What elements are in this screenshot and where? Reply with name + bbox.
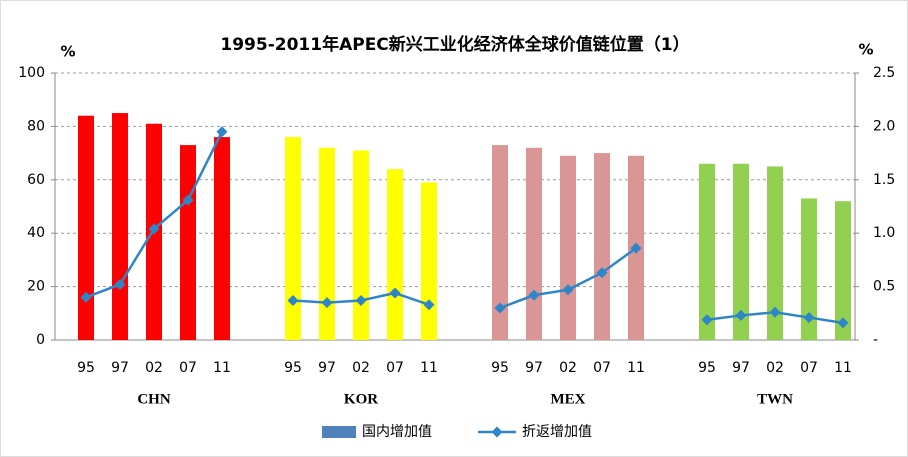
group-label: CHN bbox=[137, 391, 171, 407]
line-marker bbox=[80, 291, 92, 303]
y2-tick-label: 1.5 bbox=[873, 172, 895, 188]
bar bbox=[835, 201, 851, 340]
x-tick-label: 02 bbox=[559, 360, 577, 376]
group-label: TWN bbox=[757, 391, 793, 407]
chart-title: 1995-2011年APEC新兴工业化经济体全球价值链位置（1） bbox=[220, 34, 689, 55]
bar bbox=[699, 163, 715, 340]
bar bbox=[767, 166, 783, 340]
legend-swatch bbox=[491, 426, 503, 438]
y2-tick-label: 2.5 bbox=[873, 65, 895, 81]
bar bbox=[801, 198, 817, 340]
x-tick-label: 07 bbox=[179, 360, 197, 376]
line-marker bbox=[423, 299, 435, 311]
group-label: MEX bbox=[551, 391, 586, 407]
y-tick-label: 40 bbox=[27, 225, 45, 241]
y2-tick-label: 0.5 bbox=[873, 279, 895, 295]
x-tick-label: 07 bbox=[386, 360, 404, 376]
line-marker bbox=[562, 284, 574, 296]
line-marker bbox=[494, 302, 506, 314]
x-tick-label: 97 bbox=[318, 360, 336, 376]
line-marker bbox=[114, 278, 126, 290]
line-marker bbox=[148, 223, 160, 235]
bar bbox=[214, 137, 230, 340]
line-marker bbox=[355, 294, 367, 306]
bar bbox=[733, 163, 749, 340]
y-tick-label: 60 bbox=[27, 172, 45, 188]
x-tick-label: 02 bbox=[145, 360, 163, 376]
bar bbox=[319, 147, 335, 340]
line-marker bbox=[389, 287, 401, 299]
bar bbox=[421, 182, 437, 340]
line-marker bbox=[769, 306, 781, 318]
line-marker bbox=[803, 312, 815, 324]
y-tick-label: 80 bbox=[27, 118, 45, 134]
x-tick-label: 95 bbox=[491, 360, 509, 376]
x-tick-label: 11 bbox=[213, 360, 231, 376]
bar bbox=[285, 137, 301, 340]
x-tick-label: 95 bbox=[77, 360, 95, 376]
y-tick-label: 100 bbox=[18, 65, 45, 81]
bar bbox=[560, 155, 576, 340]
y2-axis-label: % bbox=[858, 41, 873, 59]
bar bbox=[78, 115, 94, 340]
line-marker bbox=[182, 194, 194, 206]
bar bbox=[492, 145, 508, 340]
x-tick-label: 97 bbox=[732, 360, 750, 376]
bar bbox=[353, 150, 369, 340]
x-tick-label: 11 bbox=[627, 360, 645, 376]
bar bbox=[594, 153, 610, 340]
line-marker bbox=[701, 314, 713, 326]
y-axis-label: % bbox=[60, 43, 75, 61]
line-marker bbox=[596, 267, 608, 279]
line-marker bbox=[630, 242, 642, 254]
x-tick-label: 07 bbox=[800, 360, 818, 376]
line-marker bbox=[528, 289, 540, 301]
y2-tick-label: - bbox=[873, 332, 878, 348]
line-marker bbox=[321, 297, 333, 309]
bar bbox=[112, 113, 128, 340]
x-tick-label: 95 bbox=[698, 360, 716, 376]
y-tick-label: 0 bbox=[36, 332, 45, 348]
x-tick-label: 02 bbox=[352, 360, 370, 376]
legend-label: 折返增加值 bbox=[522, 424, 592, 440]
y-tick-label: 20 bbox=[27, 279, 45, 295]
legend-swatch bbox=[322, 426, 356, 438]
y2-tick-label: 1.0 bbox=[873, 225, 895, 241]
line-marker bbox=[735, 309, 747, 321]
line-marker bbox=[837, 317, 849, 329]
x-tick-label: 97 bbox=[525, 360, 543, 376]
bar bbox=[180, 145, 196, 340]
x-tick-label: 11 bbox=[834, 360, 852, 376]
x-tick-label: 97 bbox=[111, 360, 129, 376]
bar bbox=[526, 147, 542, 340]
x-tick-label: 07 bbox=[593, 360, 611, 376]
line-marker bbox=[287, 294, 299, 306]
legend-label: 国内增加值 bbox=[362, 424, 432, 440]
y2-tick-label: 2.0 bbox=[873, 118, 895, 134]
bar bbox=[387, 169, 403, 340]
line-marker bbox=[216, 126, 228, 138]
x-tick-label: 02 bbox=[766, 360, 784, 376]
x-tick-label: 95 bbox=[284, 360, 302, 376]
group-label: KOR bbox=[344, 391, 378, 407]
x-tick-label: 11 bbox=[420, 360, 438, 376]
